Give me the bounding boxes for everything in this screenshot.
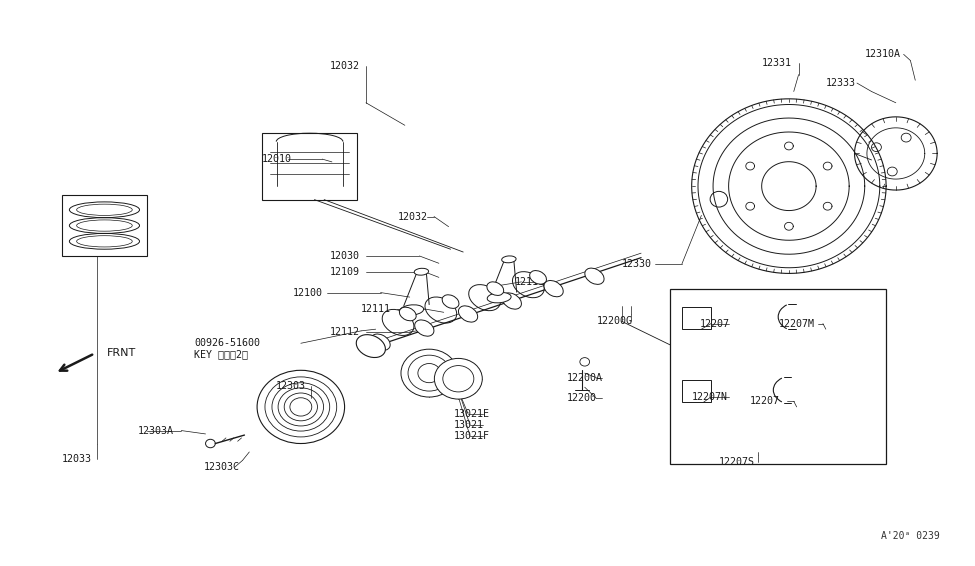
Ellipse shape — [278, 388, 324, 426]
Bar — [262, 133, 357, 200]
Ellipse shape — [265, 377, 336, 437]
Ellipse shape — [400, 305, 423, 315]
Ellipse shape — [502, 293, 522, 309]
Ellipse shape — [272, 383, 330, 431]
Ellipse shape — [469, 285, 500, 311]
Ellipse shape — [401, 349, 457, 397]
Ellipse shape — [425, 297, 456, 323]
Text: A'20ᵃ 0239: A'20ᵃ 0239 — [880, 531, 940, 541]
Text: 12303: 12303 — [276, 380, 305, 391]
Text: 12207S: 12207S — [719, 457, 755, 466]
Text: 12207: 12207 — [699, 319, 729, 328]
Text: 13021: 13021 — [453, 420, 484, 430]
Ellipse shape — [257, 370, 344, 444]
Ellipse shape — [585, 268, 604, 284]
Ellipse shape — [529, 271, 546, 284]
Text: 12207N: 12207N — [691, 392, 727, 402]
Text: 12330: 12330 — [622, 259, 651, 269]
Text: 12303A: 12303A — [137, 426, 174, 436]
Bar — [682, 380, 711, 402]
Ellipse shape — [290, 398, 312, 416]
Ellipse shape — [418, 363, 441, 383]
Ellipse shape — [414, 320, 434, 336]
Bar — [61, 195, 147, 256]
Ellipse shape — [382, 310, 414, 336]
Ellipse shape — [442, 295, 459, 308]
Text: 12112: 12112 — [330, 327, 360, 337]
Text: 12331: 12331 — [761, 58, 792, 68]
Text: 12111: 12111 — [515, 277, 545, 287]
Text: 12033: 12033 — [61, 454, 92, 464]
Text: 12032: 12032 — [330, 61, 360, 71]
Ellipse shape — [408, 355, 450, 391]
Ellipse shape — [488, 293, 511, 303]
Ellipse shape — [370, 334, 390, 350]
Ellipse shape — [513, 272, 544, 298]
Ellipse shape — [443, 366, 474, 392]
Bar — [682, 307, 711, 329]
Text: 00926-51600: 00926-51600 — [194, 338, 260, 348]
Text: 12111: 12111 — [361, 304, 391, 314]
Text: 12303C: 12303C — [204, 462, 240, 472]
Text: 12310A: 12310A — [865, 49, 901, 59]
Text: 13021E: 13021E — [453, 409, 489, 419]
Ellipse shape — [435, 358, 483, 399]
Text: 12333: 12333 — [826, 78, 856, 88]
Text: 12030: 12030 — [330, 251, 360, 261]
Ellipse shape — [414, 268, 429, 275]
Bar — [670, 289, 886, 464]
Text: 12207M: 12207M — [779, 319, 815, 328]
Text: 12200: 12200 — [567, 393, 598, 404]
Text: 12200G: 12200G — [597, 316, 633, 327]
Text: 12207: 12207 — [750, 396, 780, 406]
Text: 12032: 12032 — [398, 212, 428, 221]
Ellipse shape — [487, 282, 504, 295]
Ellipse shape — [284, 393, 318, 421]
Text: 12200A: 12200A — [567, 372, 604, 383]
Text: FRNT: FRNT — [106, 349, 136, 358]
Ellipse shape — [458, 306, 478, 322]
Ellipse shape — [544, 281, 564, 297]
Text: 12109: 12109 — [330, 267, 360, 277]
Ellipse shape — [356, 335, 385, 358]
Text: KEY キ－（2）: KEY キ－（2） — [194, 350, 248, 359]
Text: 12010: 12010 — [262, 154, 292, 164]
Ellipse shape — [400, 307, 416, 321]
Ellipse shape — [502, 256, 516, 263]
Text: 13021F: 13021F — [453, 431, 489, 441]
Text: 12100: 12100 — [293, 288, 323, 298]
